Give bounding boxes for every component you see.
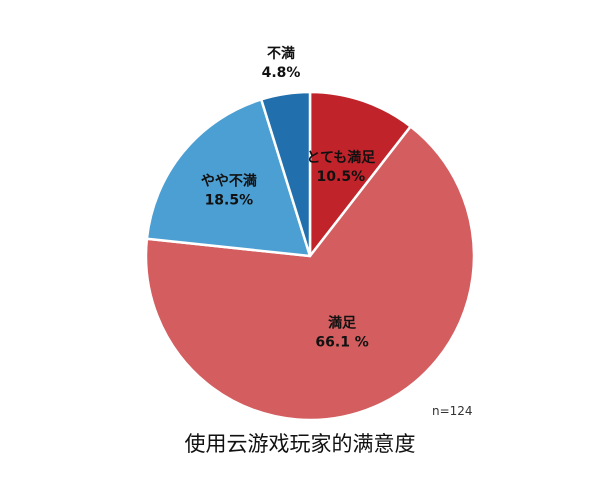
slice-category-label-very-satisfied: とても満足 [306, 149, 376, 166]
slice-value-label-satisfied: 66.1 % [315, 334, 368, 350]
slice-category-label-satisfied: 満足 [328, 314, 357, 331]
slice-value-label-very-satisfied: 10.5% [317, 169, 366, 185]
pie-slice-very-satisfied [308, 90, 412, 258]
slice-category-label-somewhat-dissatisfied: やや不満 [201, 172, 257, 189]
sample-size-note: n=124 [432, 404, 473, 418]
slice-value-label-somewhat-dissatisfied: 18.5% [205, 192, 254, 208]
chart-caption: 使用云游戏玩家的满意度 [184, 432, 416, 456]
pie-slice-dissatisfied [259, 90, 312, 258]
slice-category-label-dissatisfied: 不満 [267, 45, 295, 62]
pie-slices [144, 90, 476, 422]
slice-value-label-dissatisfied: 4.8% [262, 65, 301, 81]
pie-slice-somewhat-dissatisfied [145, 98, 312, 258]
pie-slice-satisfied [144, 125, 476, 422]
pie-labels: とても満足 10.5% 満足 66.1 % やや不満 18.5% 不満 4.8% [201, 45, 376, 350]
